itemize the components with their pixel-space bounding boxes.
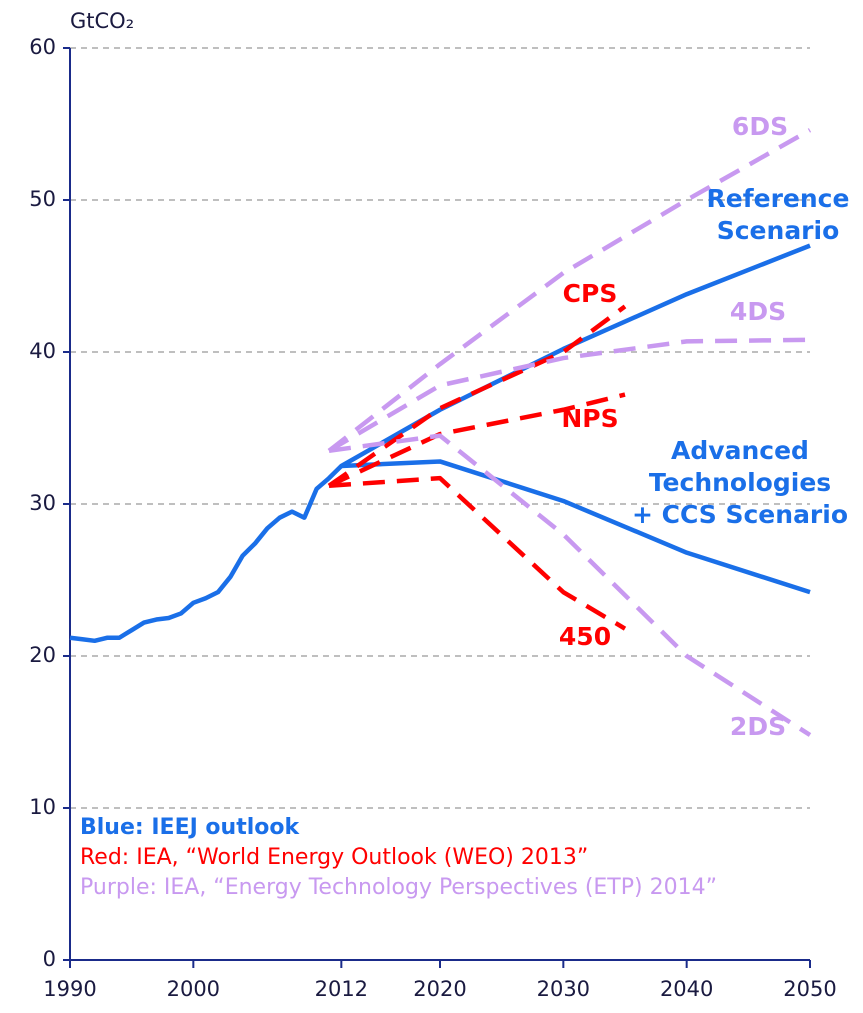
series-line	[328, 433, 812, 737]
x-tick-label: 2030	[537, 977, 590, 1001]
series-label-line: Reference	[707, 184, 850, 213]
series-label-line: Advanced	[671, 436, 809, 465]
y-axis-label: GtCO₂	[70, 9, 134, 33]
y-tick-label: 20	[29, 643, 56, 667]
series-line	[328, 475, 627, 631]
series-line	[327, 304, 627, 488]
series-line	[327, 337, 811, 453]
y-tick-label: 0	[43, 947, 56, 971]
series-line	[69, 243, 811, 644]
series-label-line: Scenario	[717, 216, 840, 245]
series-line	[328, 392, 626, 488]
x-tick-label: 2050	[783, 977, 836, 1001]
series-line	[327, 128, 812, 453]
y-tick-label: 60	[29, 35, 56, 59]
series-label: 4DS	[730, 297, 786, 326]
x-tick-label: 2000	[167, 977, 220, 1001]
series-label: NPS	[561, 404, 618, 433]
series-line	[341, 459, 811, 595]
series-label-line: + CCS Scenario	[632, 500, 848, 529]
series-label: 450	[559, 622, 611, 651]
x-tick-label: 2040	[660, 977, 713, 1001]
y-tick-label: 50	[29, 187, 56, 211]
series-label: Reference Scenario	[707, 184, 850, 245]
series-label: Advanced Technologies + CCS Scenario	[632, 436, 848, 529]
x-tick-label: 2012	[315, 977, 368, 1001]
x-tick-label: 2020	[413, 977, 466, 1001]
series-label: 6DS	[732, 112, 788, 141]
series-label: CPS	[563, 279, 618, 308]
series-label-line: Technologies	[649, 468, 831, 497]
y-tick-label: 10	[29, 795, 56, 819]
y-tick-label: 40	[29, 339, 56, 363]
y-tick-label: 30	[29, 491, 56, 515]
note: Blue: IEEJ outlook	[80, 815, 300, 840]
note: Red: IEA, “World Energy Outlook (WEO) 20…	[80, 845, 588, 870]
series-label: 2DS	[730, 712, 786, 741]
x-tick-label: 1990	[43, 977, 96, 1001]
note: Purple: IEA, “Energy Technology Perspect…	[80, 875, 717, 900]
